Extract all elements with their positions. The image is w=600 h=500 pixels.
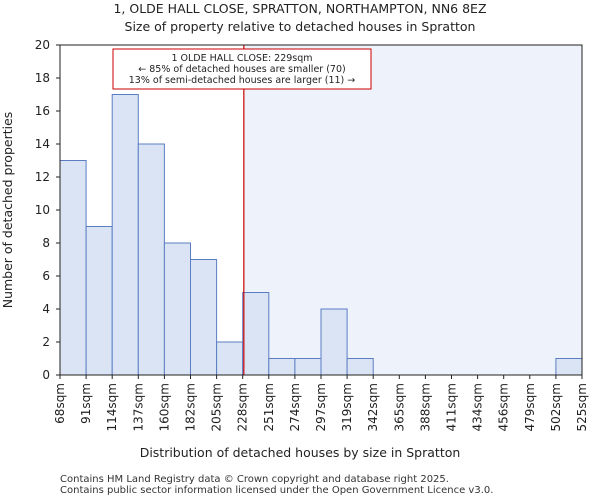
annotation-line-1: 1 OLDE HALL CLOSE: 229sqm — [171, 53, 312, 64]
bar-68sqm — [59, 160, 87, 376]
y-tick-label: 18 — [35, 71, 50, 85]
chart-subtitle: Size of property relative to detached ho… — [125, 19, 476, 34]
x-tick-label: 434sqm — [471, 383, 485, 431]
x-axis-label: Distribution of detached houses by size … — [140, 445, 461, 460]
x-tick-label: 297sqm — [314, 383, 328, 431]
x-tick-label: 342sqm — [366, 383, 380, 431]
x-tick-label: 456sqm — [497, 383, 511, 431]
x-tick-label: 91sqm — [79, 383, 93, 424]
y-tick-label: 6 — [42, 269, 50, 283]
bar-182sqm — [190, 259, 218, 376]
y-axis-label: Number of detached properties — [0, 112, 15, 309]
y-tick-label: 4 — [42, 302, 50, 316]
bar-91sqm — [85, 226, 113, 376]
x-tick-label: 502sqm — [549, 383, 563, 431]
footer-line-1: Contains HM Land Registry data © Crown c… — [60, 474, 449, 485]
y-tick-label: 12 — [35, 170, 50, 184]
annotation-line-3: 13% of semi-detached houses are larger (… — [129, 75, 356, 86]
x-tick-label: 228sqm — [236, 383, 250, 431]
x-tick-label: 274sqm — [288, 383, 302, 431]
x-tick-label: 251sqm — [262, 383, 276, 431]
annotation-line-2: ← 85% of detached houses are smaller (70… — [138, 64, 345, 75]
bar-228sqm — [242, 292, 270, 376]
x-tick-label: 411sqm — [445, 383, 459, 431]
y-tick-label: 20 — [35, 38, 50, 52]
x-tick-label: 319sqm — [340, 383, 354, 431]
y-tick-label: 8 — [42, 236, 50, 250]
x-tick-label: 365sqm — [392, 383, 406, 431]
y-tick-label: 10 — [35, 203, 50, 217]
y-tick-label: 14 — [35, 137, 50, 151]
x-tick-label: 114sqm — [105, 383, 119, 431]
x-tick-label: 525sqm — [575, 383, 589, 431]
bar-114sqm — [111, 94, 139, 376]
bar-297sqm — [320, 308, 348, 376]
bar-274sqm — [294, 358, 322, 376]
bar-251sqm — [268, 358, 296, 376]
x-tick-label: 68sqm — [53, 383, 67, 424]
bars-group — [59, 94, 583, 376]
x-tick-label: 137sqm — [131, 383, 145, 431]
x-axis-ticks: 68sqm 91sqm 114sqm 137sqm 160sqm 182sqm 205sqm… — [53, 375, 589, 431]
bar-160sqm — [163, 242, 191, 376]
larger-region-shading — [243, 45, 582, 375]
y-axis-ticks: 0 2 4 6 8 10 12 14 16 18 20 — [35, 38, 60, 382]
bar-319sqm — [346, 358, 374, 376]
chart-title: 1, OLDE HALL CLOSE, SPRATTON, NORTHAMPTO… — [113, 1, 486, 16]
footer-line-2: Contains public sector information licen… — [60, 485, 494, 496]
bar-502sqm — [555, 358, 583, 376]
x-tick-label: 182sqm — [184, 383, 198, 431]
x-tick-label: 388sqm — [418, 383, 432, 431]
annotation-box — [112, 48, 372, 90]
x-tick-label: 205sqm — [210, 383, 224, 431]
y-tick-label: 0 — [42, 368, 50, 382]
bar-205sqm — [216, 341, 244, 376]
y-tick-label: 2 — [42, 335, 50, 349]
x-tick-label: 479sqm — [523, 383, 537, 431]
y-tick-label: 16 — [35, 104, 50, 118]
plot-frame — [59, 44, 583, 376]
bar-137sqm — [137, 143, 165, 376]
x-tick-label: 160sqm — [157, 383, 171, 431]
